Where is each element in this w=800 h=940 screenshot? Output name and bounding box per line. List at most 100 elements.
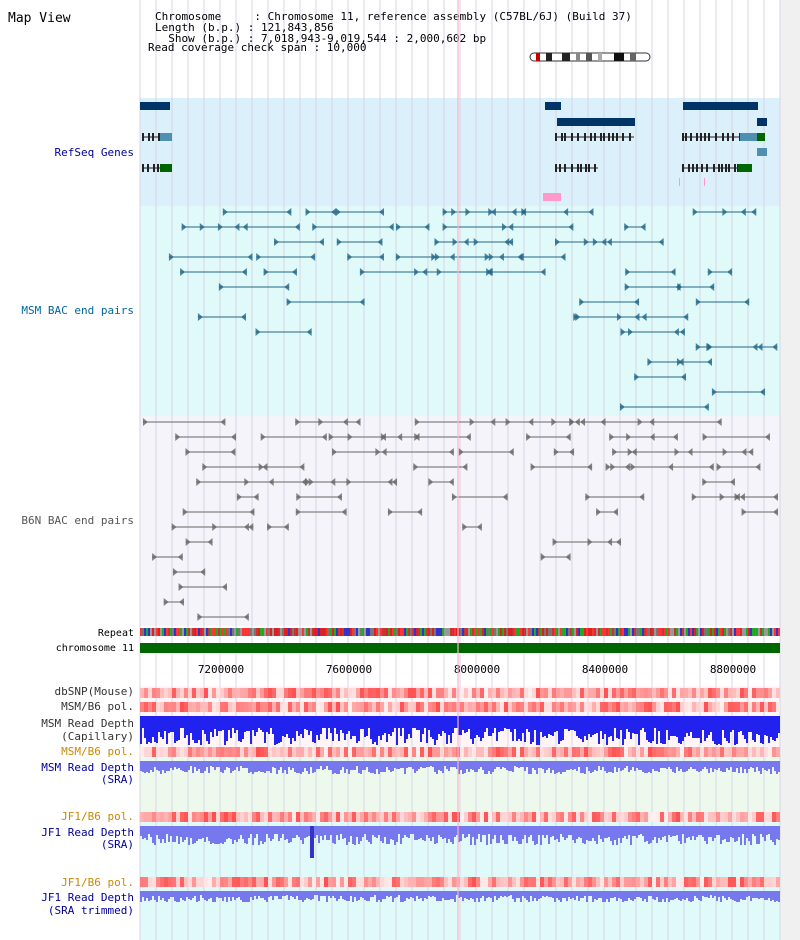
track-label-msm-depth-sra-1[interactable]: MSM Read Depth [41, 761, 134, 774]
track-label-jf1-depth-sra-1[interactable]: JF1 Read Depth [41, 826, 134, 839]
depth-bar [592, 826, 594, 838]
depth-bar [374, 891, 376, 895]
b6n-bac-pair-end [243, 613, 249, 621]
track-label-dbsnp[interactable]: dbSNP(Mouse) [55, 685, 134, 698]
gene-exon [732, 133, 734, 141]
polymorphism-cell [488, 747, 492, 757]
polymorphism-cell [164, 877, 168, 887]
repeat-segment [148, 628, 150, 636]
polymorphism-cell [768, 747, 772, 757]
repeat-segment [396, 628, 398, 636]
b6n-bac-pair-end [553, 448, 559, 456]
depth-bar [290, 891, 292, 896]
b6n-bac-pair-end [355, 418, 361, 426]
depth-bar [276, 891, 278, 896]
polymorphism-cell [376, 702, 380, 712]
depth-bar [578, 891, 580, 901]
track-label-chromosome[interactable]: chromosome 11 [56, 643, 134, 654]
track-label-repeat[interactable]: Repeat [98, 628, 134, 639]
polymorphism-cell [492, 702, 496, 712]
depth-bar [634, 716, 636, 734]
polymorphism-cell [740, 747, 744, 757]
depth-bar [236, 716, 238, 730]
msm-bac-layer[interactable] [168, 208, 778, 411]
repeat-segment [718, 628, 720, 636]
b6n-bac-pair-end [177, 553, 183, 561]
msm-bac-pair-end [625, 268, 631, 276]
depth-bar [748, 716, 750, 732]
repeat-segment [778, 628, 780, 636]
depth-bar [416, 891, 418, 896]
msm-bac-pair-end [486, 268, 492, 276]
repeat-segment [684, 628, 686, 636]
polymorphism-cell [668, 812, 672, 822]
depth-bar [656, 826, 658, 843]
polymorphism-cell [208, 812, 212, 822]
depth-bar [408, 891, 410, 899]
depth-bar [648, 891, 650, 896]
depth-bar [492, 761, 494, 772]
track-label-jf1-depth-trim-1[interactable]: JF1 Read Depth [41, 891, 134, 904]
depth-bar [742, 891, 744, 900]
track-label-refseq[interactable]: RefSeq Genes [55, 146, 134, 159]
depth-bar [160, 891, 162, 900]
depth-bar [198, 761, 200, 769]
chromosome-bar[interactable] [140, 643, 780, 653]
track-label-msm-bac[interactable]: MSM BAC end pairs [21, 304, 134, 317]
b6n-bac-pair-end [649, 433, 655, 441]
track-label-jf1-b6-pol-2[interactable]: JF1/B6 pol. [61, 876, 134, 889]
depth-bar [470, 826, 472, 845]
depth-bar [698, 891, 700, 900]
depth-bar [624, 891, 626, 901]
polymorphism-cell [148, 702, 152, 712]
refseq-genes-layer[interactable] [140, 102, 767, 201]
depth-bar [626, 891, 628, 901]
track-label-b6n-bac[interactable]: B6N BAC end pairs [21, 514, 134, 527]
b6n-bac-pair-end [202, 463, 208, 471]
depth-bar [756, 826, 758, 844]
polymorphism-cell [288, 877, 292, 887]
polymorphism-cell [520, 688, 524, 698]
repeat-segment [258, 628, 260, 636]
depth-bar [152, 761, 154, 772]
polymorphism-cell [568, 702, 572, 712]
repeat-segment [310, 628, 312, 636]
track-label-msm-b6-pol-2[interactable]: MSM/B6 pol. [61, 745, 134, 758]
polymorphism-cell [436, 688, 440, 698]
polymorphism-cell [188, 688, 192, 698]
depth-bar [628, 761, 630, 772]
depth-bar [428, 891, 430, 896]
depth-bar [764, 826, 766, 841]
depth-bar [486, 891, 488, 898]
b6n-bac-pair-end [773, 493, 778, 501]
depth-bar [234, 826, 236, 840]
polymorphism-cell [180, 877, 184, 887]
chromosome-ideogram[interactable] [529, 52, 651, 62]
polymorphism-cell [592, 877, 596, 887]
msm-bac-pair-end [449, 253, 455, 261]
depth-bar [186, 716, 188, 735]
depth-bar [594, 826, 596, 841]
b6n-bac-layer[interactable] [142, 418, 778, 621]
polymorphism-cell [280, 702, 284, 712]
depth-bar [632, 826, 634, 836]
msm-bac-pair-end [683, 313, 689, 321]
b6n-bac-pair-end [600, 418, 606, 426]
depth-bar [198, 716, 200, 740]
depth-bar [464, 716, 466, 733]
depth-bar [598, 761, 600, 766]
b6n-bac-pair-end [397, 433, 403, 441]
polymorphism-cell [252, 812, 256, 822]
track-label-jf1-b6-pol-1[interactable]: JF1/B6 pol. [61, 810, 134, 823]
track-label-msm-depth-cap-1[interactable]: MSM Read Depth [41, 717, 134, 730]
track-label-msm-b6-pol-1[interactable]: MSM/B6 pol. [61, 700, 134, 713]
b6n-bac-pair-end [616, 538, 622, 546]
repeat-segment [620, 628, 622, 636]
depth-bar [718, 826, 720, 835]
repeat-segment [172, 628, 174, 636]
b6n-bac-pair-end [610, 463, 616, 471]
polymorphism-cell [188, 877, 192, 887]
depth-bar [182, 826, 184, 842]
depth-bar [568, 891, 570, 897]
depth-bar [148, 891, 150, 901]
